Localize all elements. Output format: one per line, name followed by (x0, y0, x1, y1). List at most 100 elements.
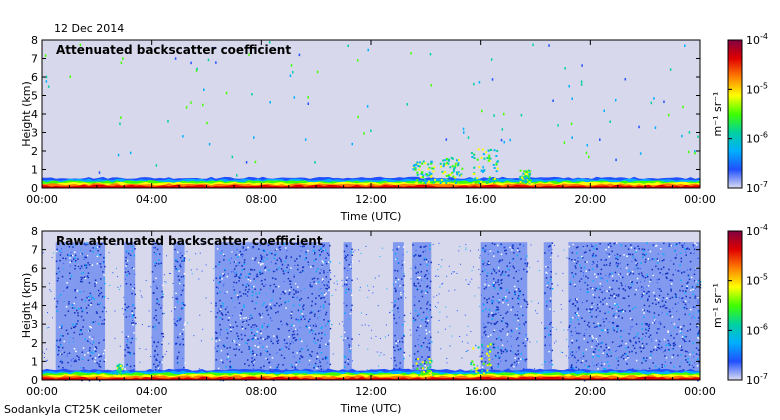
noise-speck (400, 296, 402, 299)
noise-speck (79, 333, 81, 336)
noise-speck (242, 292, 245, 295)
noise-speck (260, 366, 262, 369)
noise-speck (660, 349, 662, 351)
noise-speck (160, 307, 162, 309)
noise-speck (596, 340, 598, 342)
noise-speck (184, 257, 186, 259)
noise-speck (156, 298, 158, 300)
noise-speck (641, 342, 644, 345)
noise-speck (227, 319, 230, 321)
noise-speck (595, 287, 597, 290)
noise-speck (480, 355, 483, 357)
noise-speck (427, 301, 429, 303)
noise-speck (599, 288, 601, 291)
noise-speck (127, 305, 130, 308)
x-tick-label: 08:00 (245, 385, 277, 398)
noise-speck (267, 308, 269, 310)
noise-speck (399, 347, 402, 350)
noise-speck (336, 280, 338, 282)
noise-speck (509, 265, 511, 267)
noise-speck (79, 291, 81, 293)
noise-speck (320, 292, 323, 295)
noise-speck (75, 360, 77, 363)
noise-speck (94, 243, 96, 245)
noise-speck (674, 293, 677, 295)
noise-speck (244, 293, 247, 295)
noise-speck (612, 326, 614, 329)
noise-speck (93, 357, 95, 359)
noise-speck (617, 263, 620, 265)
noise-speck (96, 255, 99, 258)
panel-2: Raw attenuated backscatter coefficient01… (20, 223, 768, 415)
noise-speck (517, 295, 520, 297)
noise-speck (513, 292, 516, 295)
noise-speck (170, 273, 172, 275)
noise-speck (240, 334, 242, 336)
noise-speck (415, 358, 417, 360)
noise-speck (546, 300, 548, 303)
noise-speck (57, 349, 60, 352)
noise-speck (637, 332, 639, 335)
noise-speck (98, 354, 100, 356)
noise-speck (179, 343, 181, 346)
noise-speck (598, 285, 600, 287)
noise-speck (499, 356, 501, 358)
noise-speck (276, 268, 278, 271)
cloud-pixel (493, 181, 496, 184)
noise-speck (574, 379, 577, 382)
noise-speck (249, 314, 251, 316)
noise-speck (286, 323, 289, 326)
noise-speck (493, 313, 495, 316)
noise-speck (86, 296, 88, 299)
noise-speck (308, 319, 310, 321)
noise-speck (141, 324, 143, 326)
noise-speck (571, 339, 574, 342)
noise-speck (229, 365, 231, 368)
noise-speck (255, 325, 258, 327)
noise-speck (281, 263, 284, 266)
cloud-pixel (475, 370, 478, 373)
noise-speck (240, 312, 242, 314)
noise-speck (615, 257, 617, 260)
noise-speck (310, 329, 313, 331)
noise-speck (269, 353, 271, 356)
noise-speck (631, 350, 633, 353)
noise-speck (183, 272, 186, 275)
cloud-pixel (418, 374, 421, 377)
noise-speck (544, 252, 546, 254)
noise-speck (181, 333, 184, 335)
noise-speck (300, 318, 302, 321)
noise-speck (318, 249, 320, 252)
noise-speck (380, 352, 382, 354)
noise-speck (576, 361, 578, 363)
noise-speck (98, 254, 101, 256)
date-label: 12 Dec 2014 (54, 22, 124, 35)
noise-speck (593, 247, 595, 250)
noise-speck (492, 278, 495, 280)
noise-speck (267, 313, 270, 316)
noise-speck (476, 365, 478, 367)
noise-speck (629, 317, 632, 320)
noise-speck (112, 272, 114, 274)
noise-speck (393, 314, 395, 316)
noise-speck (239, 277, 241, 279)
noise-speck (164, 281, 166, 283)
noise-speck (61, 359, 63, 361)
noise-speck (320, 368, 323, 370)
noise-speck (694, 297, 696, 299)
noise-speck (421, 295, 424, 298)
noise-speck (216, 292, 219, 295)
noise-speck (501, 279, 503, 281)
noise-speck (683, 335, 686, 338)
noise-speck (674, 303, 677, 305)
noise-speck (282, 291, 285, 293)
noise-speck (176, 324, 178, 326)
noise-speck (420, 290, 422, 292)
noise-speck (498, 301, 500, 304)
y-tick-label: 2 (31, 337, 38, 350)
noise-speck (489, 249, 491, 251)
noise-speck (73, 360, 76, 363)
cloud-pixel (415, 362, 418, 365)
noise-speck (470, 330, 472, 332)
noise-speck (254, 259, 256, 261)
